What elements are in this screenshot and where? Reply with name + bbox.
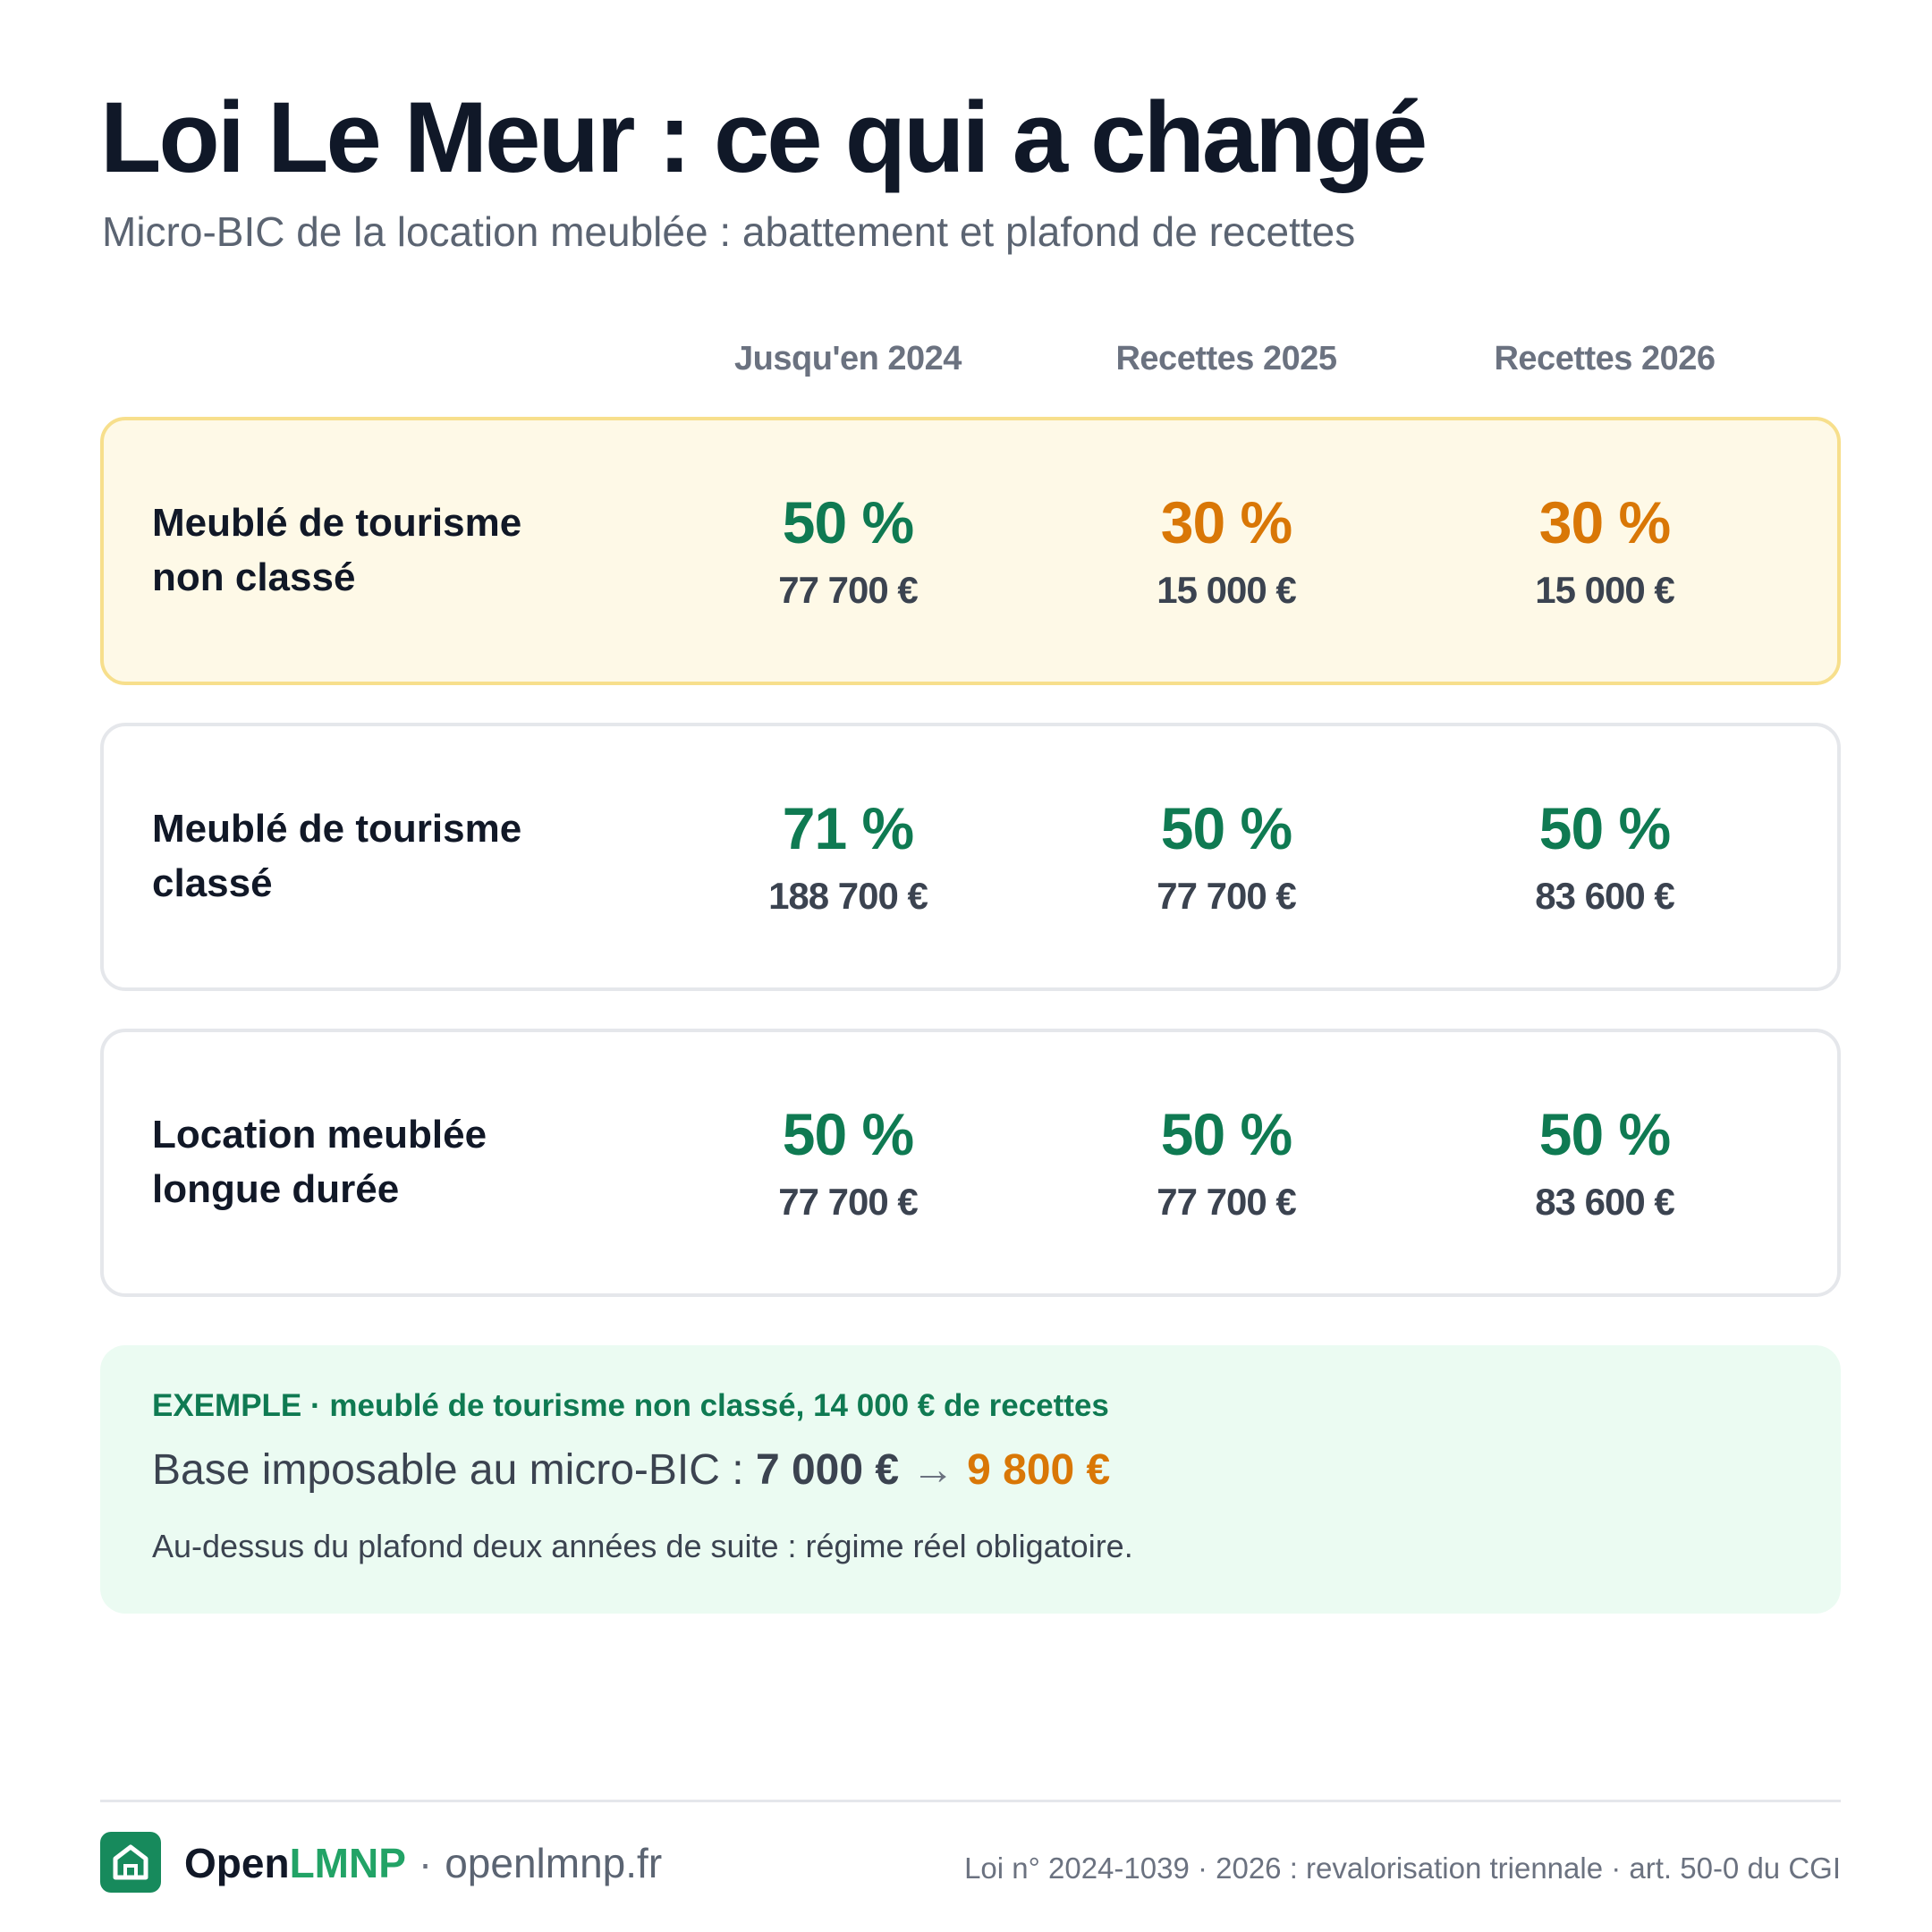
rate-value: 50 % bbox=[1538, 1100, 1671, 1167]
cell-2025: 50 % 77 700 € bbox=[1038, 726, 1414, 987]
page-subtitle: Micro-BIC de la location meublée : abatt… bbox=[102, 208, 1356, 255]
rate-value: 50 % bbox=[1160, 1100, 1292, 1167]
row-meuble-tourisme-non-classe: Meublé de tourisme non classé 50 % 77 70… bbox=[100, 417, 1841, 685]
footer-divider bbox=[100, 1800, 1841, 1802]
row-label-line1: Meublé de tourisme bbox=[152, 501, 522, 546]
cell-2026: 50 % 83 600 € bbox=[1417, 726, 1792, 987]
example-box: EXEMPLE · meublé de tourisme non classé,… bbox=[100, 1345, 1841, 1614]
row-label-line2: longue durée bbox=[152, 1167, 400, 1211]
row-location-meublee-longue-duree: Location meublée longue durée 50 % 77 70… bbox=[100, 1029, 1841, 1297]
cell-2026: 30 % 15 000 € bbox=[1417, 420, 1792, 682]
rate-value: 30 % bbox=[1538, 488, 1671, 555]
example-base-line: Base imposable au micro-BIC : 7 000 € → 9 … bbox=[152, 1445, 1110, 1495]
example-note: Au-dessus du plafond deux années de suit… bbox=[152, 1528, 1133, 1564]
legal-reference: Loi n° 2024-1039 · 2026 : revalorisation… bbox=[964, 1852, 1841, 1885]
ceiling-value: 15 000 € bbox=[1157, 569, 1296, 612]
rate-value: 50 % bbox=[782, 488, 914, 555]
ceiling-value: 83 600 € bbox=[1535, 1181, 1674, 1224]
rate-value: 30 % bbox=[1160, 488, 1292, 555]
ceiling-value: 188 700 € bbox=[768, 875, 928, 918]
cell-2024: 71 % 188 700 € bbox=[660, 726, 1036, 987]
example-new-value: 9 800 € bbox=[967, 1446, 1111, 1494]
row-label: Meublé de tourisme non classé bbox=[152, 420, 653, 682]
cell-2026: 50 % 83 600 € bbox=[1417, 1032, 1792, 1293]
column-header-2026: Recettes 2026 bbox=[1494, 340, 1716, 377]
row-label: Location meublée longue durée bbox=[152, 1032, 653, 1293]
example-heading: EXEMPLE · meublé de tourisme non classé,… bbox=[152, 1388, 1109, 1423]
example-base-label: Base imposable au micro-BIC : bbox=[152, 1446, 744, 1494]
arrow-right-icon: → bbox=[911, 1446, 955, 1494]
row-meuble-tourisme-classe: Meublé de tourisme classé 71 % 188 700 €… bbox=[100, 723, 1841, 991]
ceiling-value: 77 700 € bbox=[778, 569, 918, 612]
row-label: Meublé de tourisme classé bbox=[152, 726, 653, 987]
ceiling-value: 77 700 € bbox=[1157, 875, 1296, 918]
ceiling-value: 15 000 € bbox=[1535, 569, 1674, 612]
brand: OpenLMNP · openlmnp.fr bbox=[184, 1839, 662, 1887]
rate-value: 50 % bbox=[782, 1100, 914, 1167]
rate-value: 50 % bbox=[1538, 794, 1671, 861]
rate-value: 71 % bbox=[782, 794, 914, 861]
row-label-line2: non classé bbox=[152, 555, 356, 599]
column-header-2025: Recettes 2025 bbox=[1115, 340, 1337, 377]
cell-2025: 30 % 15 000 € bbox=[1038, 420, 1414, 682]
column-header-2024: Jusqu'en 2024 bbox=[734, 340, 962, 377]
brand-url[interactable]: openlmnp.fr bbox=[445, 1840, 663, 1886]
page-title: Loi Le Meur : ce qui a changé bbox=[100, 81, 1428, 193]
cell-2024: 50 % 77 700 € bbox=[660, 1032, 1036, 1293]
row-label-line1: Meublé de tourisme bbox=[152, 807, 522, 852]
row-label-line2: classé bbox=[152, 861, 273, 905]
brand-lmnp: LMNP bbox=[289, 1840, 406, 1886]
example-old-value: 7 000 € bbox=[755, 1446, 900, 1494]
ceiling-value: 83 600 € bbox=[1535, 875, 1674, 918]
ceiling-value: 77 700 € bbox=[1157, 1181, 1296, 1224]
ceiling-value: 77 700 € bbox=[778, 1181, 918, 1224]
row-label-line1: Location meublée bbox=[152, 1113, 487, 1157]
cell-2024: 50 % 77 700 € bbox=[660, 420, 1036, 682]
house-icon bbox=[100, 1832, 161, 1893]
cell-2025: 50 % 77 700 € bbox=[1038, 1032, 1414, 1293]
rate-value: 50 % bbox=[1160, 794, 1292, 861]
brand-open: Open bbox=[184, 1840, 290, 1886]
brand-separator: · bbox=[418, 1840, 433, 1886]
